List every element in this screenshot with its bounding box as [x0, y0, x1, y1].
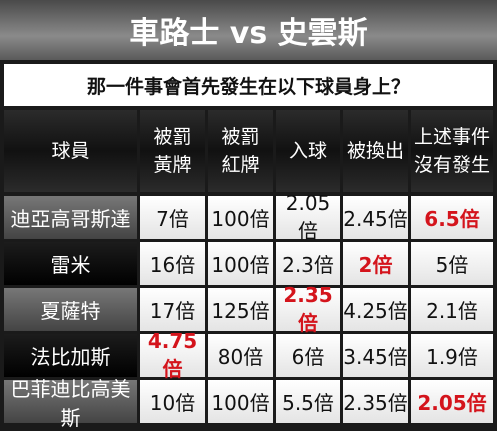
- header-text: 被換出: [346, 140, 404, 162]
- odds-cell: 100倍: [208, 380, 273, 423]
- odds-cell: 1.9倍: [411, 334, 493, 377]
- header-text: 入球: [288, 140, 327, 162]
- odds-value: 7倍: [156, 207, 189, 231]
- odds-cell: 7倍: [140, 196, 205, 239]
- odds-value: 2.35倍: [343, 391, 408, 415]
- odds-value: 80倍: [217, 345, 264, 369]
- player-cell: 迪亞高哥斯達: [4, 196, 137, 239]
- player-cell: 夏薩特: [4, 288, 137, 331]
- player-name: 巴菲迪比高美斯: [10, 376, 131, 430]
- header-text: 黃牌: [153, 154, 192, 176]
- odds-cell: 2.05倍: [411, 380, 493, 423]
- odds-cell: 80倍: [208, 334, 273, 377]
- odds-value: 2.35倍: [283, 283, 333, 335]
- odds-cell: 100倍: [208, 196, 273, 239]
- odds-cell: 16倍: [140, 242, 205, 285]
- odds-value: 125倍: [211, 299, 270, 323]
- odds-value: 17倍: [149, 299, 196, 323]
- odds-value: 4.75倍: [147, 329, 198, 381]
- odds-value: 2.05倍: [417, 391, 487, 415]
- header-cell: 被罰 紅牌: [208, 110, 273, 192]
- odds-value: 100倍: [211, 391, 270, 415]
- odds-cell: 2.1倍: [411, 288, 493, 331]
- odds-cell: 4.75倍: [140, 329, 205, 381]
- odds-value: 100倍: [211, 207, 270, 231]
- player-cell: 巴菲迪比高美斯: [4, 377, 137, 430]
- odds-value: 6.5倍: [424, 207, 480, 231]
- player-cell: 法比加斯: [4, 334, 137, 377]
- odds-cell: 6倍: [276, 334, 340, 377]
- header-cell: 球員: [4, 110, 137, 192]
- odds-cell: 3.45倍: [343, 334, 408, 377]
- odds-value: 1.9倍: [426, 345, 478, 369]
- odds-cell: 2倍: [343, 242, 408, 285]
- title: 車路士 vs 史雲斯: [0, 0, 497, 60]
- player-name: 雷米: [50, 253, 91, 277]
- odds-value: 2.45倍: [343, 207, 408, 231]
- odds-value: 5倍: [435, 253, 469, 277]
- odds-cell: 5.5倍: [276, 380, 340, 423]
- header-text: 紅牌: [221, 154, 260, 176]
- odds-value: 5.5倍: [282, 391, 334, 415]
- odds-cell: 5倍: [411, 242, 493, 285]
- odds-value: 2.1倍: [426, 299, 478, 323]
- header-cell: 被換出: [343, 110, 408, 192]
- odds-value: 100倍: [211, 253, 270, 277]
- header-text: 球員: [51, 140, 90, 162]
- header-cell: 上述事件 沒有發生: [411, 110, 493, 192]
- odds-cell: 2.35倍: [276, 283, 340, 335]
- header-text: 沒有發生: [413, 154, 490, 176]
- odds-value: 16倍: [149, 253, 196, 277]
- subtitle: 那一件事會首先發生在以下球員身上？: [4, 64, 493, 106]
- odds-cell: 2.05倍: [276, 191, 340, 243]
- odds-cell: 17倍: [140, 288, 205, 331]
- player-name: 迪亞高哥斯達: [10, 207, 131, 231]
- header-text: 被罰: [221, 126, 260, 148]
- odds-cell: 2.45倍: [343, 196, 408, 239]
- player-name: 夏薩特: [40, 299, 101, 323]
- odds-cell: 100倍: [208, 242, 273, 285]
- header-cell: 入球: [276, 110, 340, 192]
- odds-value: 4.25倍: [343, 299, 408, 323]
- header-text: 上述事件: [413, 126, 490, 148]
- odds-value: 2.3倍: [282, 253, 334, 277]
- odds-value: 6倍: [291, 345, 325, 369]
- odds-value: 2倍: [358, 253, 393, 277]
- odds-cell: 125倍: [208, 288, 273, 331]
- header-cell: 被罰 黃牌: [140, 110, 205, 192]
- odds-value: 2.05倍: [285, 191, 331, 243]
- player-cell: 雷米: [4, 242, 137, 285]
- odds-cell: 4.25倍: [343, 288, 408, 331]
- header-text: 被罰: [153, 126, 192, 148]
- odds-value: 3.45倍: [343, 345, 408, 369]
- player-name: 法比加斯: [30, 345, 111, 369]
- odds-cell: 2.3倍: [276, 242, 340, 285]
- odds-cell: 10倍: [140, 380, 205, 423]
- odds-cell: 2.35倍: [343, 380, 408, 423]
- odds-value: 10倍: [149, 391, 196, 415]
- odds-cell: 6.5倍: [411, 196, 493, 239]
